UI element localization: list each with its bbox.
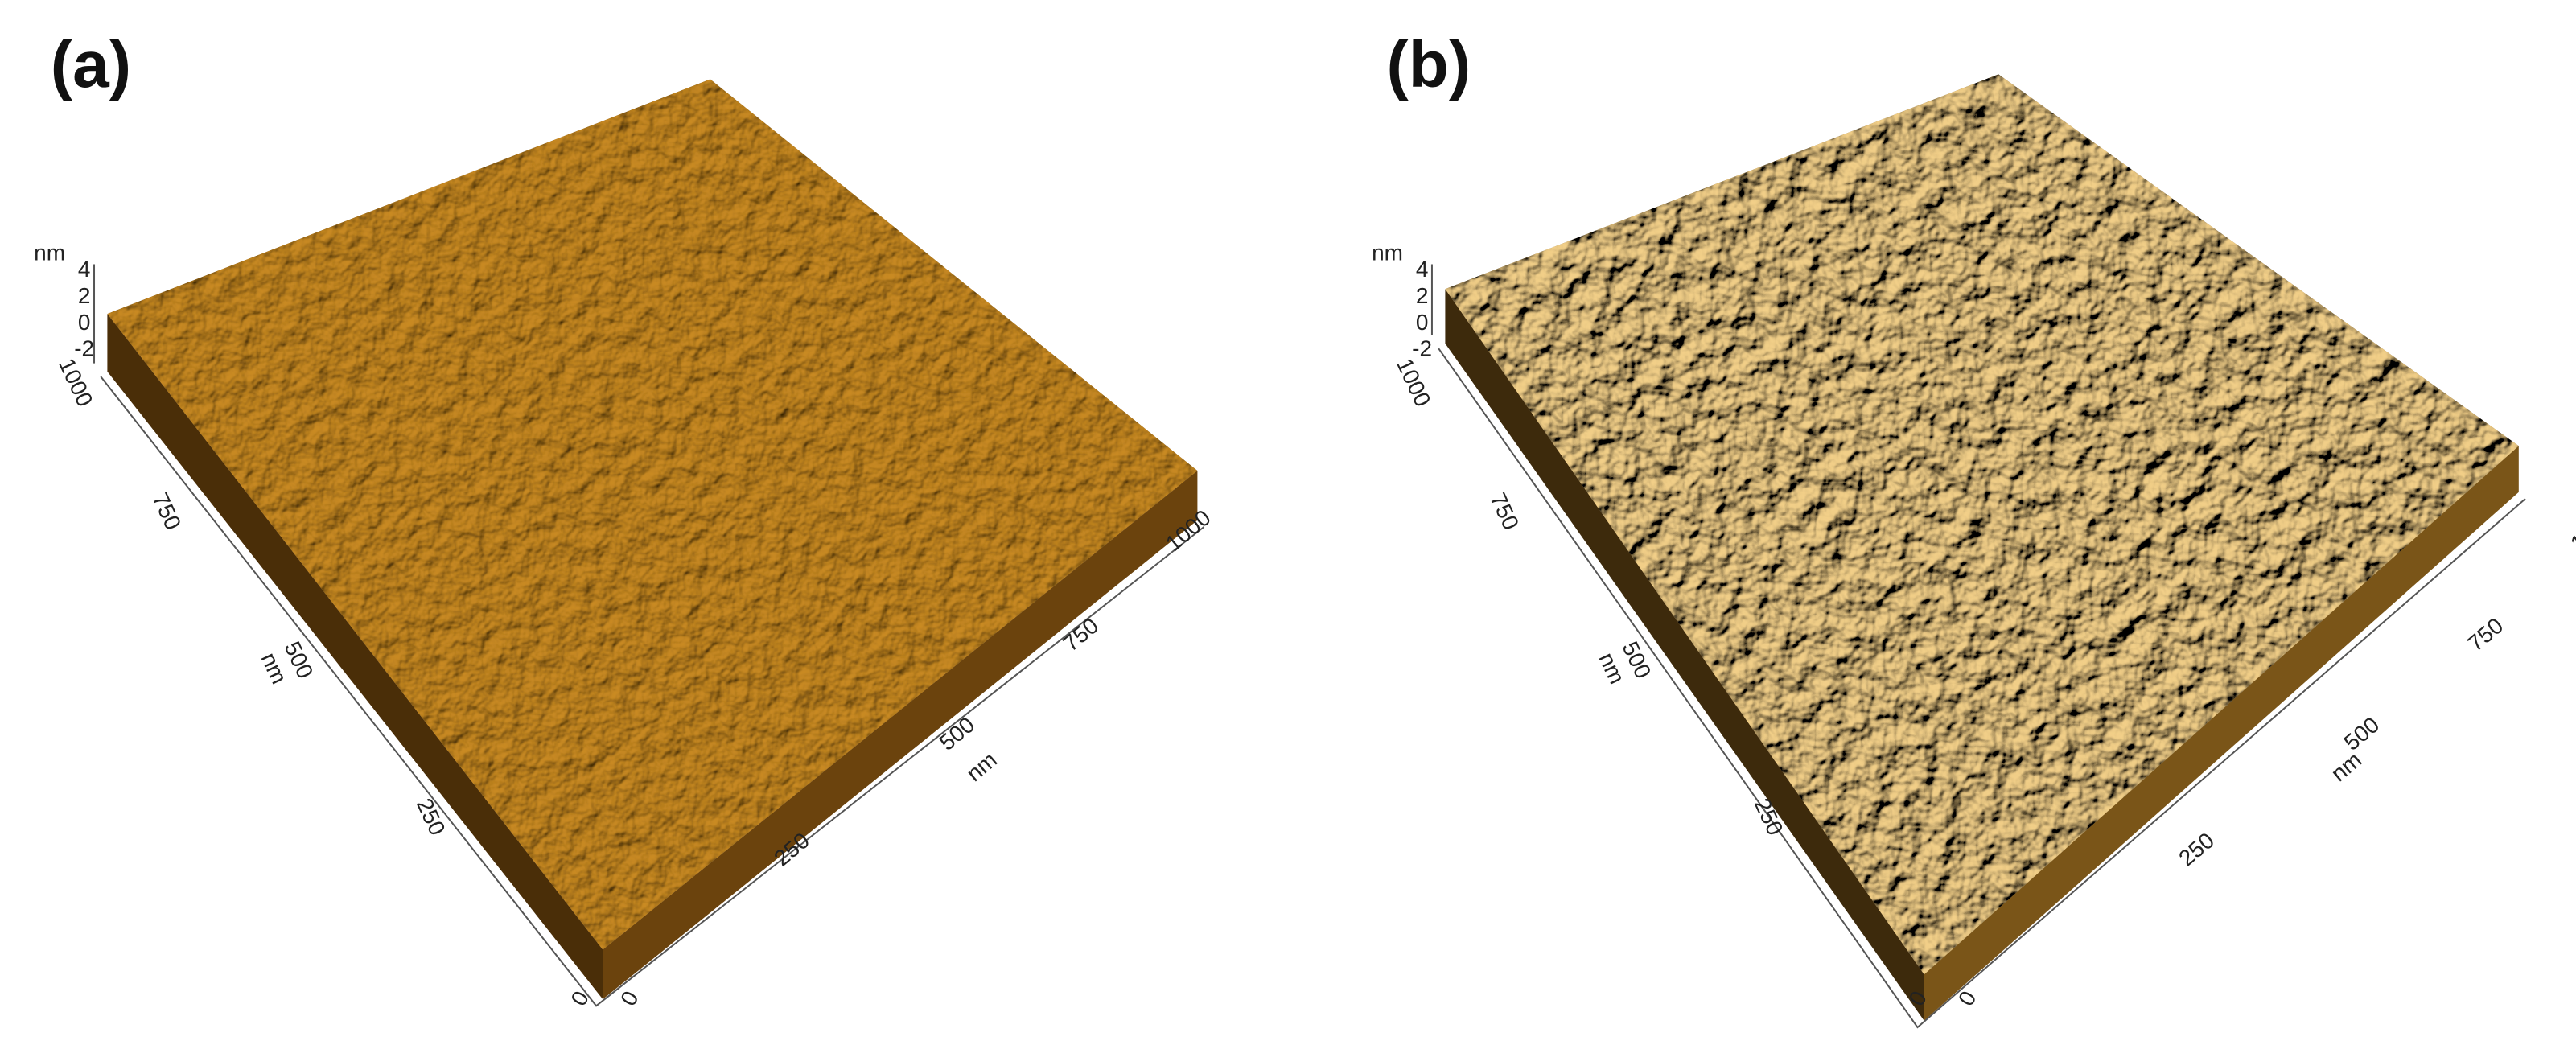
axis-line xyxy=(100,376,1205,1007)
z-tick-label: 0 xyxy=(1416,310,1429,335)
surface-side xyxy=(1924,446,2519,1021)
x-tick-label: 500 xyxy=(2339,712,2385,755)
y-tick-label: 250 xyxy=(412,795,451,839)
x-tick-label: 750 xyxy=(2463,613,2508,656)
y-tick-label: 750 xyxy=(147,489,186,533)
panel-label: (a) xyxy=(51,28,131,101)
surface-texture xyxy=(1445,74,2519,975)
axis-line xyxy=(1438,348,2526,1029)
x-tick-label: 0 xyxy=(615,987,644,1010)
y-tick-label: 1000 xyxy=(1392,355,1435,411)
z-tick-label: -2 xyxy=(1412,336,1432,361)
y-tick-label: 0 xyxy=(566,987,595,1010)
surface-side xyxy=(107,314,603,1000)
z-tick-label: -2 xyxy=(74,336,94,361)
z-tick-label: 2 xyxy=(78,283,91,308)
z-tick-label: 2 xyxy=(1416,283,1429,308)
surface-side xyxy=(603,471,1198,1000)
x-axis-unit: nm xyxy=(2327,747,2367,787)
y-tick-label: 750 xyxy=(1485,489,1524,533)
surface-texture xyxy=(107,79,1198,950)
z-tick-label: 4 xyxy=(1416,257,1429,282)
x-tick-label: 250 xyxy=(2174,828,2219,871)
z-tick-label: 4 xyxy=(78,257,91,282)
surface-side xyxy=(1445,289,1924,1021)
panel-label: (b) xyxy=(1386,28,1471,101)
x-tick-label: 0 xyxy=(1953,987,1981,1010)
x-axis-unit: nm xyxy=(961,747,1002,787)
z-axis-unit: nm xyxy=(34,241,65,265)
z-tick-label: 0 xyxy=(78,310,91,335)
x-tick-label: 1000 xyxy=(2566,505,2576,557)
y-tick-label: 1000 xyxy=(54,355,97,411)
z-axis-unit: nm xyxy=(1372,241,1403,265)
